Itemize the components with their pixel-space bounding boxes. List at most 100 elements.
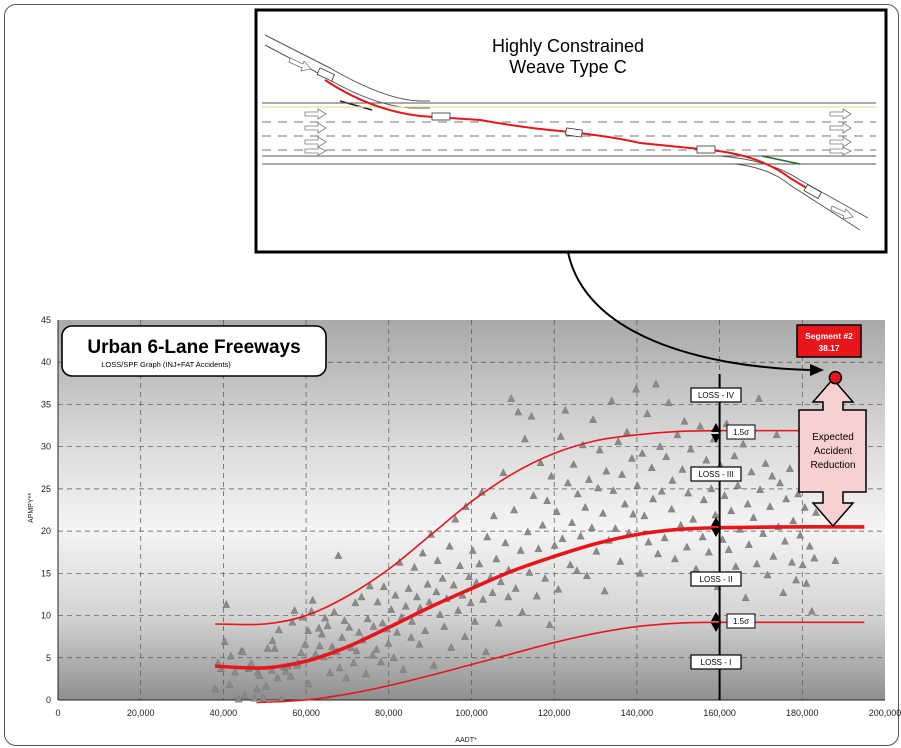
data-point bbox=[454, 606, 463, 614]
data-point bbox=[460, 632, 469, 640]
data-point bbox=[632, 384, 641, 393]
y-tick-label: 40 bbox=[41, 357, 51, 367]
data-point bbox=[455, 561, 464, 569]
data-point bbox=[620, 499, 629, 508]
data-point bbox=[647, 463, 656, 471]
data-point bbox=[274, 625, 283, 634]
y-axis: 0 5 10 15 20 25 30 35 40 45 bbox=[41, 315, 51, 705]
data-point bbox=[727, 506, 736, 515]
data-point bbox=[410, 562, 419, 571]
data-point bbox=[618, 470, 626, 478]
data-point bbox=[412, 592, 421, 601]
data-point bbox=[707, 484, 716, 493]
data-point bbox=[680, 416, 689, 425]
data-point bbox=[582, 571, 591, 580]
data-point bbox=[541, 573, 550, 582]
data-point bbox=[794, 489, 803, 498]
data-point bbox=[368, 650, 377, 659]
data-point bbox=[301, 639, 310, 648]
arrow-marker-bottom-up bbox=[711, 612, 721, 621]
data-point bbox=[702, 455, 711, 464]
data-point bbox=[600, 586, 609, 595]
x-tick-label: 200,000 bbox=[869, 708, 901, 718]
data-point bbox=[761, 459, 770, 467]
data-point bbox=[651, 379, 660, 388]
x-tick-label: 40,000 bbox=[210, 708, 238, 718]
data-point bbox=[433, 556, 442, 564]
chart-title-box: Urban 6-Lane Freeways LOSS/SPF Graph (IN… bbox=[61, 325, 327, 377]
vehicle-path bbox=[324, 79, 821, 197]
reduction-double-arrow bbox=[798, 377, 867, 528]
inset-title-line1: Highly Constrained bbox=[492, 36, 644, 56]
data-point bbox=[445, 541, 454, 550]
data-point bbox=[352, 646, 361, 655]
data-point bbox=[211, 684, 220, 693]
data-point bbox=[363, 614, 372, 623]
loss-ii-box bbox=[690, 571, 742, 587]
data-point bbox=[698, 532, 707, 541]
data-point bbox=[479, 595, 488, 603]
reduction-arrow: Expected Accident Reduction bbox=[798, 377, 867, 528]
data-point bbox=[384, 638, 393, 647]
data-point bbox=[718, 535, 727, 543]
connector-arrow-curve bbox=[567, 251, 811, 371]
data-point bbox=[812, 508, 820, 516]
data-point bbox=[689, 514, 698, 523]
data-point bbox=[756, 485, 765, 493]
data-point bbox=[633, 481, 642, 489]
data-point bbox=[520, 434, 529, 443]
lane-arrow-right-3 bbox=[829, 136, 852, 148]
data-point bbox=[379, 582, 388, 591]
scatter-points bbox=[211, 379, 840, 703]
data-point bbox=[810, 553, 819, 562]
data-point bbox=[263, 644, 272, 652]
y-tick-label: 20 bbox=[41, 526, 51, 536]
data-point bbox=[357, 592, 366, 601]
data-point bbox=[330, 607, 339, 616]
data-point bbox=[507, 394, 516, 402]
data-point bbox=[759, 529, 767, 537]
data-point bbox=[802, 579, 811, 587]
y-tick-label: 25 bbox=[41, 484, 51, 494]
loss-ii-label: LOSS - II bbox=[700, 575, 733, 584]
data-point bbox=[465, 572, 473, 580]
data-point bbox=[222, 600, 231, 608]
lane-arrow-right-2 bbox=[829, 122, 852, 134]
data-point bbox=[785, 464, 794, 472]
y-tick-label: 5 bbox=[46, 653, 51, 663]
data-point bbox=[739, 439, 748, 448]
data-point bbox=[696, 421, 705, 430]
data-point bbox=[552, 507, 561, 515]
x-tick-label: 160,000 bbox=[703, 708, 736, 718]
loss-scale: LOSS - IV LOSS - III LOSS - II LOSS - I … bbox=[690, 374, 756, 700]
data-point bbox=[629, 509, 638, 518]
data-point bbox=[334, 551, 343, 559]
x-tick-label: 60,000 bbox=[292, 708, 320, 718]
data-point bbox=[769, 552, 778, 560]
x-tick-label: 120,000 bbox=[538, 708, 571, 718]
connector-arrow-head bbox=[810, 364, 824, 376]
data-point bbox=[262, 682, 270, 690]
sigma-upper-label: 1.5σ bbox=[733, 428, 749, 437]
data-point bbox=[607, 396, 616, 405]
data-point bbox=[286, 671, 295, 680]
x-tick-label: 20,000 bbox=[127, 708, 155, 718]
data-point bbox=[510, 505, 519, 514]
data-point bbox=[730, 451, 739, 460]
data-point bbox=[543, 496, 552, 504]
spf-curve bbox=[215, 525, 865, 670]
data-point bbox=[656, 442, 664, 450]
data-point bbox=[466, 598, 475, 607]
data-point bbox=[378, 618, 387, 627]
sigma-lower-box bbox=[726, 613, 756, 629]
data-point bbox=[340, 616, 349, 624]
data-point bbox=[800, 503, 809, 511]
data-point bbox=[599, 508, 607, 517]
data-point bbox=[250, 693, 259, 702]
data-point bbox=[418, 548, 427, 557]
data-point bbox=[644, 537, 653, 546]
data-point bbox=[273, 673, 282, 682]
data-point bbox=[438, 573, 447, 582]
x-tick-label: 80,000 bbox=[375, 708, 403, 718]
